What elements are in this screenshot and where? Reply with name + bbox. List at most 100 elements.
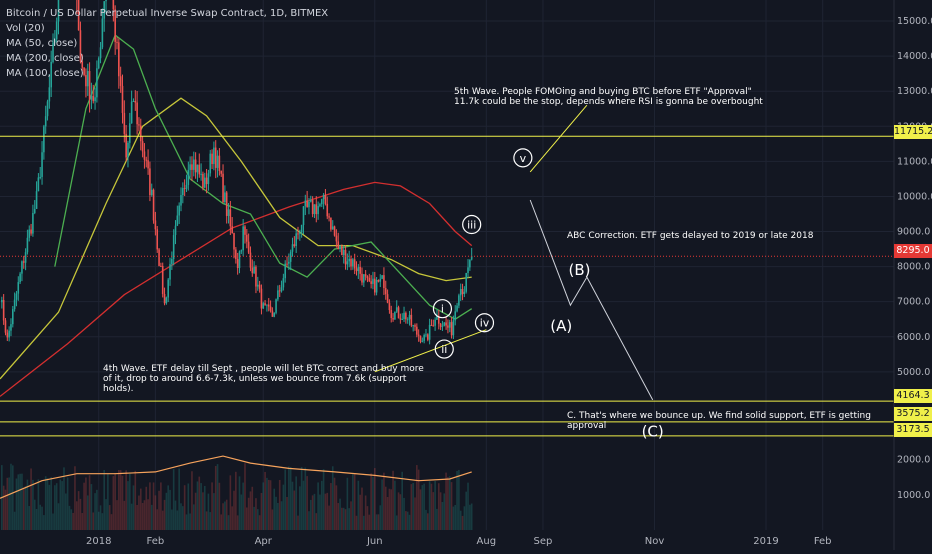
volume-bar [57,503,60,530]
volume-bar [288,466,290,530]
volume-bar [271,509,274,530]
volume-bar [75,501,78,530]
candle-body [278,290,281,292]
volume-bar [452,506,455,530]
volume-bar [21,473,23,530]
volume-bar [434,480,436,530]
candle-body [439,323,442,327]
volume-bar [119,470,122,530]
volume-bar [278,479,281,530]
candle-body [211,153,213,165]
candle-body [251,267,254,274]
volume-bar [395,515,398,530]
candle-body [192,159,195,170]
candle-body [191,164,193,170]
candle-body [39,176,42,178]
volume-bar [375,514,378,530]
candle-body [123,112,126,134]
volume-bar [15,478,18,530]
candle-body [246,234,248,242]
volume-bar [439,492,442,530]
candle-body [105,0,107,2]
candle-body [359,266,361,274]
candle-body [255,266,257,287]
candle-body [454,311,457,321]
volume-bar [302,480,305,530]
candle-body [335,235,338,242]
volume-bar [19,473,21,530]
candle-body [339,246,341,249]
candle-body [269,306,272,311]
volume-ma-line [0,455,472,499]
volume-bar [346,477,349,530]
candle-body [182,188,184,196]
annotation-wave4: 4th Wave. ETF delay till Sept , people w… [103,364,424,394]
candle-body [326,203,329,217]
candle-body [324,194,327,204]
candle-body [386,294,389,303]
volume-bar [416,465,418,530]
volume-bar [101,513,104,530]
volume-bar [66,477,69,530]
volume-bar [315,513,318,530]
volume-bar [246,507,248,530]
volume-bar [130,503,133,530]
candle-body [225,192,228,216]
volume-bar [22,487,25,530]
candle-body [194,159,197,173]
indicator-ma100[interactable]: MA (100, close) [6,68,84,79]
volume-bar [32,479,34,530]
level-tag-11715: 11715.2 [894,125,932,139]
y-tick-label: 8000.0 [897,262,930,273]
candle-body [463,291,466,295]
volume-bar [384,486,387,530]
volume-bar [419,489,422,530]
volume-bar [238,476,241,530]
volume-bar [443,493,446,530]
y-tick-label: 6000.0 [897,332,930,343]
candle-body [185,184,188,189]
projection-line [529,199,654,401]
volume-bar [447,476,449,530]
volume-bar [176,510,179,530]
volume-tick-label: 1000.0 [897,490,930,501]
candle-body [231,226,233,234]
candle-body [315,204,318,215]
volume-bar [406,511,409,530]
indicator-ma200[interactable]: MA (200, close) [6,53,84,64]
volume-bar [262,482,265,530]
candle-body [423,335,425,341]
volume-bar [121,475,124,530]
volume-bar [50,477,52,530]
candle-body [19,273,21,283]
ma50-line [54,34,473,320]
volume-bar [59,479,62,530]
volume-bar [258,515,261,530]
candle-body [262,303,265,309]
candle-body [309,200,312,202]
candle-body [401,318,404,320]
level-tag-4164: 4164.3 [894,389,932,403]
candle-body [11,309,14,325]
candle-body [467,267,469,273]
wave-label-circle [513,148,533,168]
annotation-abc: ABC Correction. ETF gets delayed to 2019… [567,231,814,241]
volume-bar [68,505,71,530]
volume-bar [264,471,266,530]
x-tick-label: Sep [534,536,553,547]
candle-body [21,261,23,274]
candle-body [372,278,374,284]
candle-body [366,276,369,279]
volume-bar [370,473,372,530]
volume-bar [48,484,51,530]
indicator-volume[interactable]: Vol (20) [6,23,45,34]
volume-bar [81,513,84,530]
volume-bar [324,493,327,530]
volume-bar [182,506,184,530]
indicator-ma50[interactable]: MA (50, close) [6,38,78,49]
candle-body [397,307,400,319]
volume-bar [97,511,100,530]
volume-bar [158,490,160,530]
